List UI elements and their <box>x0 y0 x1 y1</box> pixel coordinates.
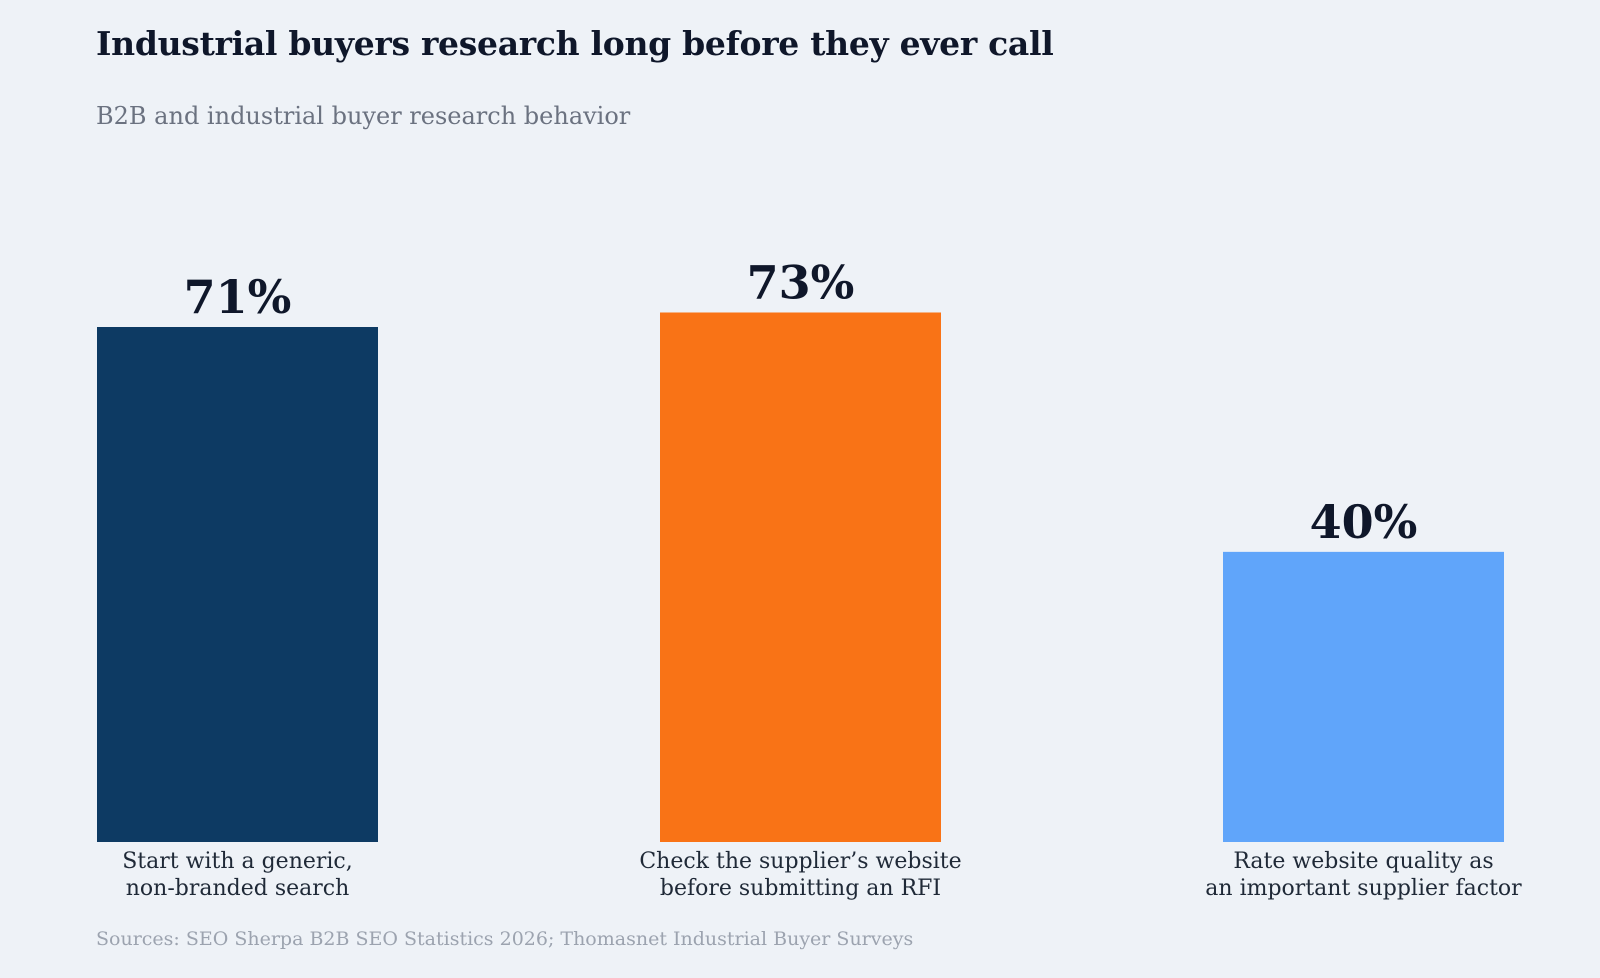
category-label-3-line-2: an important supplier factor <box>1205 876 1522 901</box>
category-label-2-line-1: Check the supplier’s website <box>639 849 961 874</box>
category-label-1-line-2: non-branded search <box>126 876 350 901</box>
category-label-1-line-1: Start with a generic, <box>122 849 353 874</box>
chart-subtitle: B2B and industrial buyer research behavi… <box>96 102 631 130</box>
value-label-3: 40% <box>1310 495 1418 549</box>
category-label-2-line-2: before submitting an RFI <box>660 876 941 901</box>
bar-2 <box>660 312 941 843</box>
category-label-3-line-1: Rate website quality as <box>1233 849 1493 874</box>
chart-title: Industrial buyers research long before t… <box>96 24 1054 63</box>
bar-3 <box>1223 551 1504 842</box>
bar-1 <box>97 327 378 842</box>
value-label-1: 71% <box>184 270 292 324</box>
source-note: Sources: SEO Sherpa B2B SEO Statistics 2… <box>96 928 914 950</box>
value-label-2: 73% <box>747 255 855 309</box>
